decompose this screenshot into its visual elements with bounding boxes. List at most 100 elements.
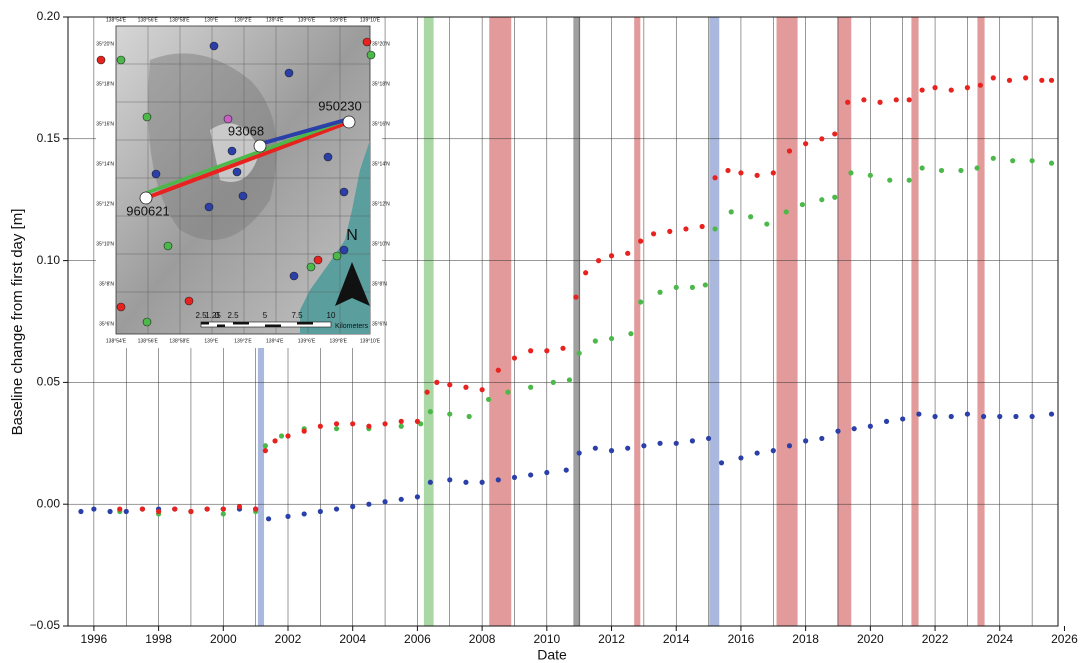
data-point xyxy=(583,270,588,275)
lon-label: 139°6'E xyxy=(298,17,316,23)
data-point xyxy=(1030,158,1035,163)
data-point xyxy=(706,436,711,441)
x-axis-label: Date xyxy=(537,647,567,663)
data-point xyxy=(285,433,290,438)
data-point xyxy=(690,438,695,443)
lat-label: 35°8'N xyxy=(99,281,114,287)
data-point xyxy=(496,477,501,482)
x-tick-label: 2010 xyxy=(533,632,560,646)
lon-label: 139°2'E xyxy=(234,17,252,23)
data-point xyxy=(803,141,808,146)
data-point xyxy=(625,251,630,256)
lon-label: 138°56'E xyxy=(138,338,159,344)
data-point xyxy=(447,477,452,482)
data-point xyxy=(651,231,656,236)
data-point xyxy=(920,87,925,92)
data-point xyxy=(434,380,439,385)
data-point xyxy=(628,331,633,336)
event-band xyxy=(634,17,640,626)
data-point xyxy=(916,411,921,416)
data-point xyxy=(845,100,850,105)
x-tick-label: 1996 xyxy=(81,632,108,646)
north-label: N xyxy=(346,227,358,244)
lon-label: 139°8'E xyxy=(330,17,348,23)
data-point xyxy=(975,165,980,170)
data-point xyxy=(350,504,355,509)
x-tick-label: 2016 xyxy=(728,632,755,646)
x-tick-label: 1998 xyxy=(145,632,172,646)
data-point xyxy=(573,295,578,300)
data-point xyxy=(949,87,954,92)
station-label: 950230 xyxy=(318,98,361,113)
y-tick-label: 0.00 xyxy=(37,496,61,510)
data-point xyxy=(900,416,905,421)
lat-label: 35°16'N xyxy=(372,121,390,127)
data-point xyxy=(638,299,643,304)
data-point xyxy=(657,441,662,446)
y-axis-label: Baseline change from first day [m] xyxy=(9,209,26,436)
data-point xyxy=(366,424,371,429)
data-point xyxy=(272,438,277,443)
data-point xyxy=(868,424,873,429)
data-point xyxy=(124,509,129,514)
data-point xyxy=(302,511,307,516)
lat-label: 35°16'N xyxy=(96,121,114,127)
lat-label: 35°12'N xyxy=(372,201,390,207)
data-point xyxy=(920,165,925,170)
data-point xyxy=(907,178,912,183)
inset-map: 950230 93068 960621 N 2.51.2502.557.510 … xyxy=(96,12,390,348)
data-point xyxy=(505,390,510,395)
data-point xyxy=(1049,411,1054,416)
lon-label: 138°54'E xyxy=(106,338,127,344)
data-point xyxy=(609,336,614,341)
data-point xyxy=(958,168,963,173)
station-label: 960621 xyxy=(126,203,169,218)
data-point xyxy=(564,467,569,472)
lat-label: 35°18'N xyxy=(96,81,114,87)
x-tick-label: 2014 xyxy=(663,632,690,646)
data-point xyxy=(868,173,873,178)
data-point xyxy=(981,414,986,419)
data-point xyxy=(486,397,491,402)
data-point xyxy=(237,504,242,509)
data-point xyxy=(738,455,743,460)
data-point xyxy=(593,338,598,343)
data-point xyxy=(221,506,226,511)
data-point xyxy=(560,346,565,351)
data-point xyxy=(764,221,769,226)
data-point xyxy=(221,511,226,516)
event-band xyxy=(977,17,984,626)
station-label: 93068 xyxy=(228,123,264,138)
data-point xyxy=(719,460,724,465)
data-point xyxy=(382,499,387,504)
data-point xyxy=(577,450,582,455)
data-point xyxy=(932,414,937,419)
lon-label: 138°58'E xyxy=(169,338,190,344)
data-point xyxy=(480,387,485,392)
data-point xyxy=(528,472,533,477)
scale-label: 10 xyxy=(327,311,336,320)
data-point xyxy=(884,419,889,424)
data-point xyxy=(1039,78,1044,83)
data-point xyxy=(991,156,996,161)
lon-label: 139°4'E xyxy=(266,17,284,23)
lon-label: 139°6'E xyxy=(298,338,316,344)
data-point xyxy=(302,429,307,434)
data-point xyxy=(107,509,112,514)
data-point xyxy=(263,443,268,448)
data-point xyxy=(978,83,983,88)
data-point xyxy=(544,470,549,475)
data-point xyxy=(318,424,323,429)
data-point xyxy=(334,426,339,431)
x-tick-label: 2008 xyxy=(469,632,496,646)
data-point xyxy=(674,441,679,446)
y-tick-label: 0.15 xyxy=(37,131,61,145)
data-point xyxy=(205,506,210,511)
data-point xyxy=(415,494,420,499)
event-band xyxy=(709,17,719,626)
lat-label: 35°6'N xyxy=(372,321,387,327)
data-point xyxy=(667,229,672,234)
data-point xyxy=(350,421,355,426)
data-point xyxy=(253,506,258,511)
data-point xyxy=(819,197,824,202)
